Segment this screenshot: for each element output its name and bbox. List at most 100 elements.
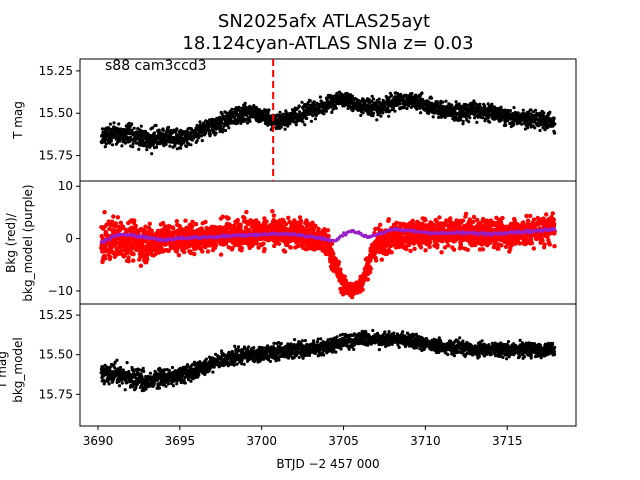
panel-background-point — [446, 243, 451, 248]
panel-background-point — [325, 228, 331, 233]
panel-background-point — [193, 221, 199, 227]
panel-background-point — [220, 214, 225, 219]
panel-tmag-point — [405, 106, 409, 111]
panel-tmag-point — [303, 123, 307, 127]
panel-tmag-point — [150, 126, 155, 130]
panel-background-point — [386, 217, 391, 222]
panel-tmag-point — [300, 100, 304, 104]
panel-tmag-point — [241, 117, 245, 121]
panel-background-point — [471, 214, 477, 220]
panel-tmag-point — [375, 118, 379, 122]
panel-background-point — [418, 245, 424, 250]
panel-background-point — [286, 215, 291, 220]
panel-tmag-point — [387, 114, 391, 118]
panel-tmag-point — [313, 117, 318, 121]
panel-background-point — [203, 219, 208, 225]
panel-tmag-point — [208, 118, 212, 122]
panel-background-point — [378, 222, 383, 227]
panel-background-point — [111, 214, 116, 219]
panel-background-point — [126, 259, 131, 264]
panel-tmag-point — [266, 123, 270, 127]
panel-tmag-point — [552, 116, 556, 120]
panel-tmag-point — [349, 105, 353, 110]
panel-tmag-point — [208, 129, 212, 133]
panel-tmag-point — [130, 122, 134, 126]
panel-tmag-point — [152, 131, 156, 135]
panel-background-point — [107, 254, 113, 260]
panel-tmag-point — [473, 116, 477, 120]
panel-tmag-point — [178, 140, 183, 144]
panel-background-point — [264, 219, 269, 224]
panel-tmag-point — [312, 100, 316, 104]
panel-background-point — [423, 217, 428, 223]
panel-tmag-point — [324, 109, 328, 113]
panel-background-point — [133, 223, 138, 228]
panel-tmag-point — [553, 131, 557, 135]
panel-background-point — [471, 219, 476, 224]
panel-tmag-point — [283, 127, 287, 131]
panel-background-point — [183, 218, 188, 223]
panel-tmag-point — [478, 102, 482, 106]
panel-tmag-point — [120, 144, 124, 148]
panel-tmag-point — [379, 114, 383, 118]
chart-title-line2: 18.124cyan-ATLAS SNIa z= 0.03 — [182, 33, 473, 54]
panel-tmag-point — [109, 139, 113, 143]
panel-tmag-point — [508, 109, 512, 113]
panel-background-point — [226, 216, 231, 221]
panel-tmag-point — [200, 139, 204, 143]
panel-background-point — [494, 237, 499, 243]
panel-tmag-point — [526, 126, 530, 130]
panel-tmag-point — [248, 119, 252, 123]
panel-tmag-point — [431, 115, 435, 119]
panel-tmag-point — [168, 144, 172, 148]
panel-background-point — [451, 247, 457, 252]
panel-tmag-point — [346, 106, 350, 111]
panel-background-point — [336, 259, 342, 265]
panel-tmag-point — [371, 111, 376, 115]
panel-tmag-point — [322, 112, 326, 116]
panel-tmag-point — [467, 120, 471, 124]
panel-tmag-point — [274, 127, 279, 131]
panel-background-point — [176, 253, 182, 258]
panel-background-point — [200, 249, 205, 254]
panel-tmag-point — [292, 120, 296, 124]
panel-background-point — [423, 248, 428, 253]
panel-background-point — [480, 247, 486, 252]
panel-tmag-point — [230, 107, 234, 111]
panel-background-point — [298, 218, 304, 224]
panel-background-point — [499, 243, 504, 248]
panel-background-point — [218, 252, 224, 257]
panel-tmag-point — [410, 91, 414, 96]
panel-background-point — [360, 287, 365, 292]
panel-tmag-point — [224, 128, 228, 133]
panel-tmag-point — [278, 110, 282, 114]
panel-background-point — [244, 209, 249, 215]
panel-background-point — [472, 242, 478, 248]
panel-tmag-point — [506, 119, 510, 123]
panel-tmag-point — [521, 108, 525, 112]
panel-tmag-point — [184, 144, 189, 149]
panel-tmag-point — [137, 147, 141, 151]
panel-tmag-point — [371, 97, 375, 101]
panel-background-point — [439, 250, 444, 255]
panel-background-point — [427, 244, 432, 250]
panel-background-point — [404, 246, 409, 252]
panel-background-point — [262, 246, 267, 252]
panel-tmag-point — [437, 115, 441, 119]
panel-tmag-point — [245, 113, 249, 117]
panel-background-point — [235, 217, 240, 223]
panel-tmag-point — [154, 145, 159, 149]
panel-background-point — [500, 215, 505, 221]
panel-tmag-point — [389, 93, 394, 98]
panel-background-point — [147, 221, 152, 226]
panel-background-point — [463, 211, 469, 216]
panel-background-point — [460, 218, 466, 223]
panel-tmag-point — [132, 126, 136, 130]
panel-tmag-point — [279, 125, 283, 129]
panel-tmag-point — [237, 105, 241, 109]
panel-background-point — [496, 246, 501, 251]
panel-background-point — [465, 247, 470, 252]
panel-tmag-point — [393, 109, 397, 113]
panel-tmag-point — [145, 148, 149, 152]
panel-tmag-point — [450, 103, 454, 107]
